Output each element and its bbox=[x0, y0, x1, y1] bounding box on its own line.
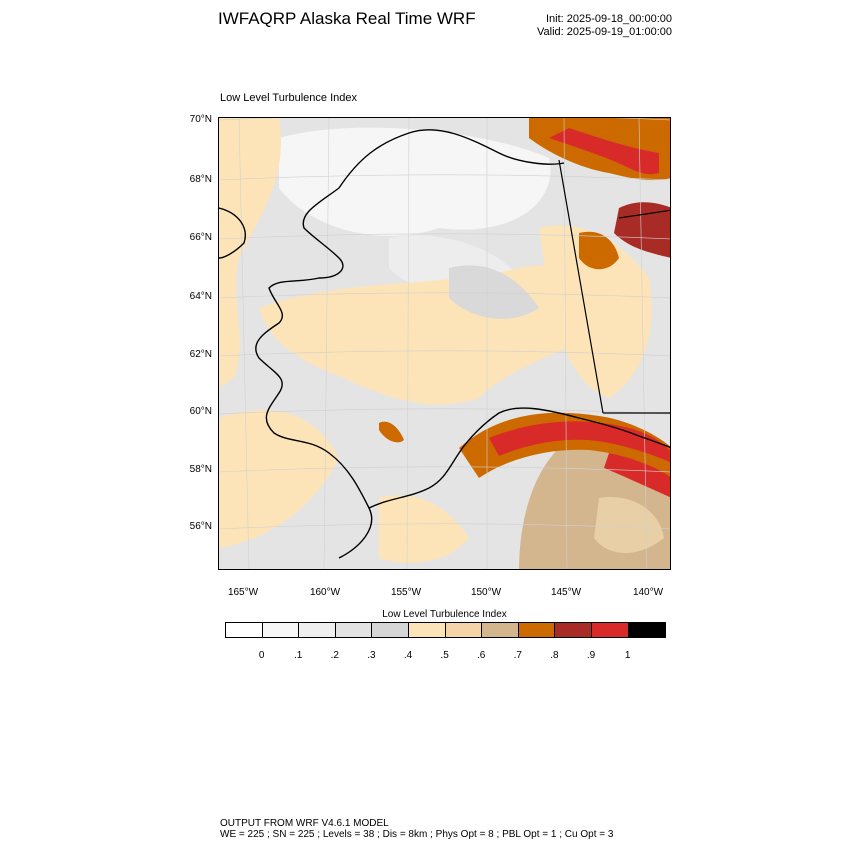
valid-time: Valid: 2025-09-19_01:00:00 bbox=[537, 26, 672, 38]
field-region-mid bbox=[379, 495, 469, 563]
colorbar-tick-label: 1 bbox=[624, 650, 631, 661]
colorbar-tick-label: .1 bbox=[294, 650, 303, 661]
footer-info: OUTPUT FROM WRF V4.6.1 MODEL WE = 225 ; … bbox=[220, 818, 613, 840]
lat-label: 64°N bbox=[189, 291, 212, 302]
colorbar-swatch bbox=[445, 623, 483, 637]
field-region-mid bbox=[219, 118, 281, 388]
field-region-severe bbox=[549, 128, 659, 175]
lat-label: 60°N bbox=[189, 406, 212, 417]
field-region-very-high bbox=[579, 231, 619, 270]
field-region-severe bbox=[489, 421, 670, 463]
lon-label: 150°W bbox=[470, 587, 502, 598]
colorbar-tick-label: .9 bbox=[586, 650, 596, 661]
colorbar-tick-label: .3 bbox=[367, 650, 376, 661]
lon-label: 145°W bbox=[550, 587, 582, 598]
lon-label: 165°W bbox=[227, 587, 259, 598]
model-version: OUTPUT FROM WRF V4.6.1 MODEL bbox=[220, 818, 389, 829]
colorbar-tick-label: 0 bbox=[258, 650, 265, 661]
map-canvas bbox=[219, 118, 670, 569]
colorbar-swatch bbox=[555, 623, 592, 637]
field-region-low bbox=[449, 265, 539, 319]
colorbar-swatch bbox=[628, 623, 666, 637]
colorbar-swatch bbox=[482, 623, 519, 637]
coastline bbox=[219, 129, 670, 559]
plot-title: IWFAQRP Alaska Real Time WRF bbox=[218, 9, 476, 28]
lon-label: 155°W bbox=[390, 587, 422, 598]
colorbar-tick-label: .4 bbox=[403, 650, 413, 661]
field-region-very-high bbox=[379, 421, 404, 443]
graticule bbox=[219, 118, 670, 569]
border-line bbox=[558, 159, 670, 414]
init-time: Init: 2025-09-18_00:00:00 bbox=[546, 13, 672, 25]
lon-label: 140°W bbox=[632, 587, 664, 598]
lat-label: 70°N bbox=[189, 114, 212, 125]
colorbar bbox=[225, 622, 667, 638]
colorbar-tick-label: .6 bbox=[477, 650, 486, 661]
field-region-severe bbox=[604, 453, 670, 498]
map-panel bbox=[218, 117, 671, 570]
field-region-low bbox=[279, 127, 551, 236]
colorbar-swatch bbox=[335, 623, 373, 637]
run-times: Init: 2025-09-18_00:00:00 Valid: 2025-09… bbox=[537, 13, 672, 39]
colorbar-title: Low Level Turbulence Index bbox=[382, 609, 507, 620]
lat-label: 68°N bbox=[189, 174, 212, 185]
colorbar-swatch bbox=[408, 623, 446, 637]
colorbar-tick-label: .7 bbox=[513, 650, 522, 661]
lat-label: 62°N bbox=[189, 349, 212, 360]
colorbar-swatch bbox=[226, 623, 263, 637]
colorbar-swatch bbox=[299, 623, 336, 637]
lon-label: 160°W bbox=[309, 587, 341, 598]
colorbar-tick-label: .5 bbox=[440, 650, 449, 661]
lat-label: 56°N bbox=[189, 521, 212, 532]
model-config: WE = 225 ; SN = 225 ; Levels = 38 ; Dis … bbox=[220, 829, 614, 840]
colorbar-swatch bbox=[372, 623, 409, 637]
field-region-mid bbox=[219, 410, 339, 548]
colorbar-swatch bbox=[518, 623, 556, 637]
field-region-mid bbox=[539, 225, 652, 398]
lat-label: 58°N bbox=[189, 464, 212, 475]
lat-label: 66°N bbox=[189, 232, 212, 243]
colorbar-swatch bbox=[591, 623, 629, 637]
colorbar-tick-label: .2 bbox=[330, 650, 339, 661]
colorbar-tick-label: .8 bbox=[550, 650, 559, 661]
map-field-label: Low Level Turbulence Index bbox=[220, 92, 357, 104]
colorbar-swatch bbox=[262, 623, 300, 637]
